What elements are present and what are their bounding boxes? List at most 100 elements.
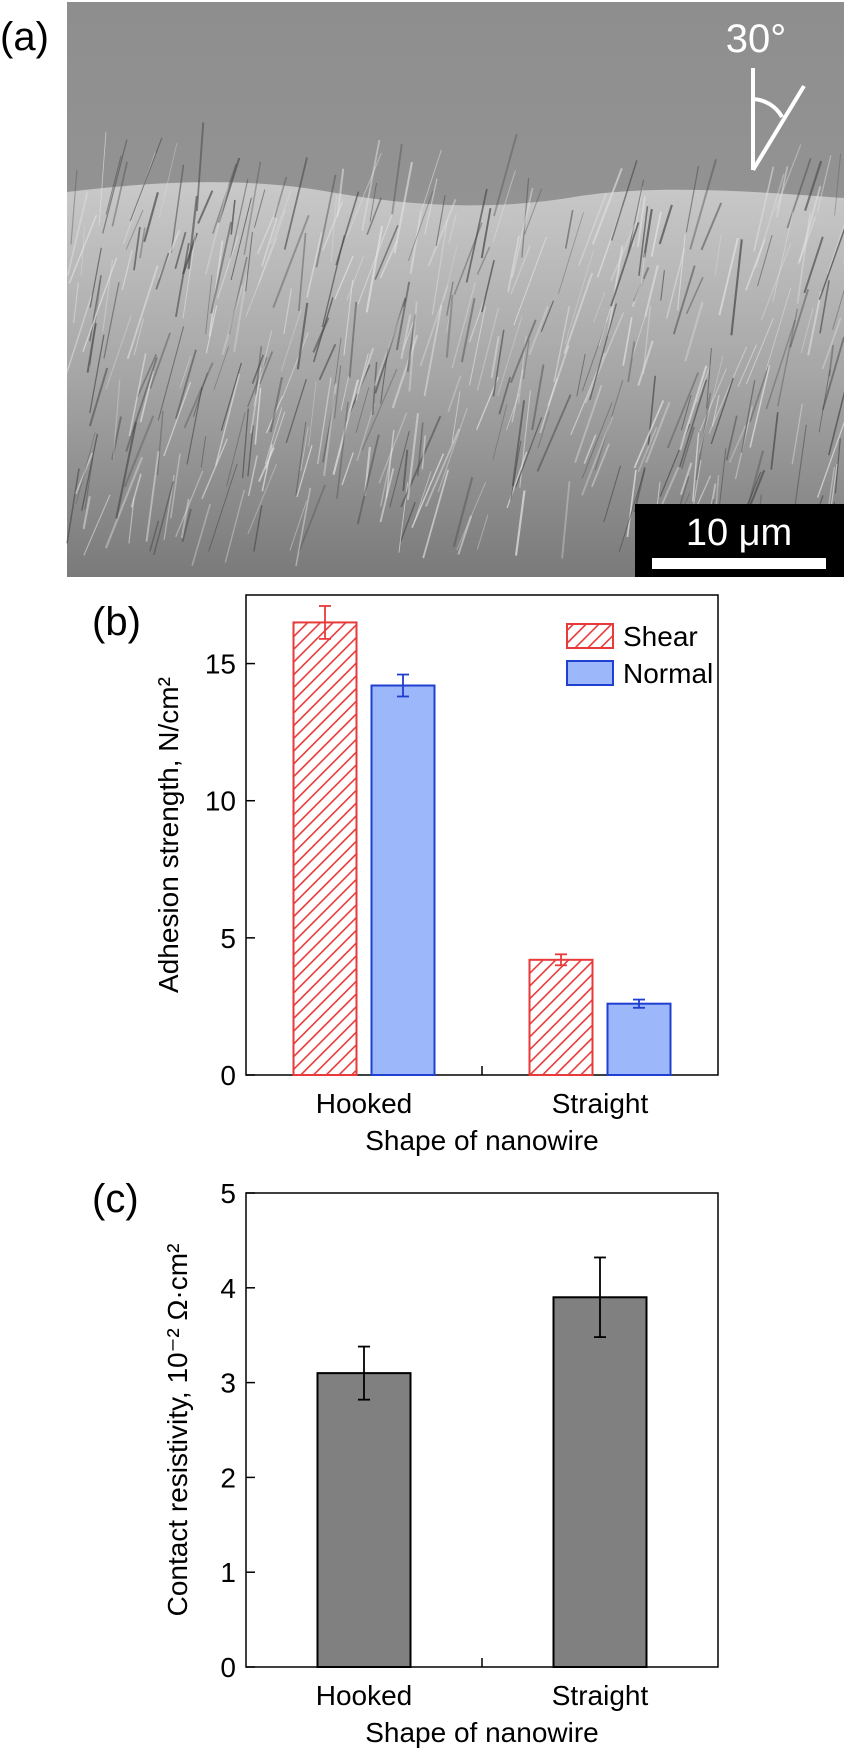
nanowire-stroke (446, 281, 454, 316)
nanowire-stroke (228, 256, 248, 335)
nanowire-stroke (531, 364, 545, 431)
nanowire-stroke (389, 430, 410, 508)
nanowire-stroke (446, 295, 454, 333)
nanowire-stroke (699, 368, 727, 432)
nanowire-stroke (770, 412, 779, 470)
nanowire-stroke (379, 468, 395, 523)
bar-shear-hooked (292, 621, 358, 1077)
bar-normal-hooked (370, 684, 436, 1076)
nanowire-stroke (745, 317, 774, 384)
nanowire-stroke (139, 227, 146, 259)
nanowire-stroke (698, 355, 724, 453)
nanowire-stroke (793, 424, 807, 517)
nanowire-stroke (819, 280, 830, 334)
nanowire-stroke (511, 400, 526, 487)
nanowire-stroke (391, 143, 403, 215)
nanowire-stroke (737, 344, 758, 387)
nanowire-stroke (695, 392, 712, 481)
nanowire-stroke (289, 500, 307, 551)
nanowire-stroke (640, 253, 646, 284)
nanowire-stroke (419, 285, 449, 367)
nanowire-stroke (230, 199, 236, 235)
nanowire-stroke (832, 289, 844, 330)
nanowire-stroke (637, 426, 658, 473)
nanowire-stroke (460, 298, 476, 363)
nanowire-stroke (186, 386, 203, 465)
nanowire-stroke (273, 176, 288, 218)
nanowire-stroke (111, 161, 128, 227)
panel-c: (c) 0 1 2 3 4 5 Hooked Straight Shape of nanowir… (92, 1177, 719, 1748)
nanowire-stroke (423, 305, 443, 397)
nanowire-stroke (672, 265, 696, 335)
nanowire-stroke (233, 274, 248, 352)
nanowire-stroke (216, 235, 239, 299)
nanowire-stroke (81, 433, 99, 511)
bar-contact-resistivity-straight (552, 1296, 648, 1669)
nanowire-stroke (422, 469, 450, 559)
nanowire-stroke (156, 410, 164, 476)
nanowire-stroke (400, 415, 442, 508)
nanowire-stroke (102, 259, 114, 332)
x-tick-label: Hooked (316, 1088, 413, 1119)
nanowire-stroke (123, 415, 155, 488)
nanowire-stroke (493, 133, 518, 217)
nanowire-stroke (424, 178, 438, 235)
nanowire-stroke (374, 224, 399, 280)
nanowire-stroke (213, 346, 230, 390)
nanowire-stroke (576, 353, 586, 397)
nanowire-stroke (745, 238, 766, 291)
nanowire-stroke (584, 312, 625, 404)
nanowire-stroke (804, 160, 823, 212)
nanowire-stroke (153, 481, 174, 556)
nanowire-stroke (175, 470, 204, 538)
nanowire-stroke (816, 421, 844, 498)
nanowire-stroke (798, 185, 822, 263)
nanowire-stroke (498, 376, 512, 415)
nanowire-stroke (105, 315, 132, 390)
nanowire-stroke (175, 349, 197, 419)
nanowire-stroke (514, 490, 526, 556)
nanowire-stroke (312, 297, 334, 363)
nanowire-stroke (563, 272, 593, 354)
nanowire-stroke (180, 498, 190, 539)
nanowire-stroke (594, 379, 624, 471)
nanowire-stroke (776, 166, 789, 218)
nanowire-stroke (677, 234, 686, 311)
nanowire-stroke (521, 178, 530, 258)
nanowire-stroke (609, 223, 637, 282)
nanowire-stroke (818, 369, 831, 433)
nanowire-stroke (513, 236, 547, 326)
nanowire-stroke (253, 189, 266, 228)
nanowire-stroke (361, 368, 398, 451)
nanowire-stroke (261, 218, 278, 267)
nanowire-stroke (400, 502, 416, 542)
nanowire-stroke (315, 174, 337, 268)
nanowire-stroke (574, 384, 603, 463)
nanowire-stroke (295, 421, 307, 496)
nanowire-stroke (564, 250, 594, 345)
nanowire-stroke (317, 377, 332, 465)
y-tick-label: 10 (205, 786, 236, 817)
nanowire-stroke (125, 357, 158, 452)
nanowire-stroke (89, 275, 102, 342)
x-tick-label: Straight (552, 1680, 649, 1711)
nanowire-stroke (821, 336, 844, 411)
nanowire-stroke (409, 211, 423, 274)
nanowire-stroke (395, 281, 411, 351)
nanowire-stroke (283, 157, 308, 250)
nanowire-stroke (447, 375, 462, 413)
nanowire-stroke (692, 432, 700, 502)
nanowire-stroke (270, 189, 292, 245)
nanowire-stroke (280, 309, 302, 372)
nanowire-stroke (480, 208, 492, 259)
nanowire-stroke (637, 340, 654, 386)
nanowire-stroke (406, 412, 420, 500)
nanowire-stroke (224, 489, 245, 563)
x-tick-label: Hooked (316, 1680, 413, 1711)
nanowire-stroke (510, 245, 531, 295)
nanowire-stroke (826, 223, 844, 275)
nanowire-stroke (143, 192, 159, 243)
nanowire-stroke (369, 183, 377, 222)
nanowire-stroke (437, 407, 468, 493)
nanowire-stroke (84, 458, 94, 510)
